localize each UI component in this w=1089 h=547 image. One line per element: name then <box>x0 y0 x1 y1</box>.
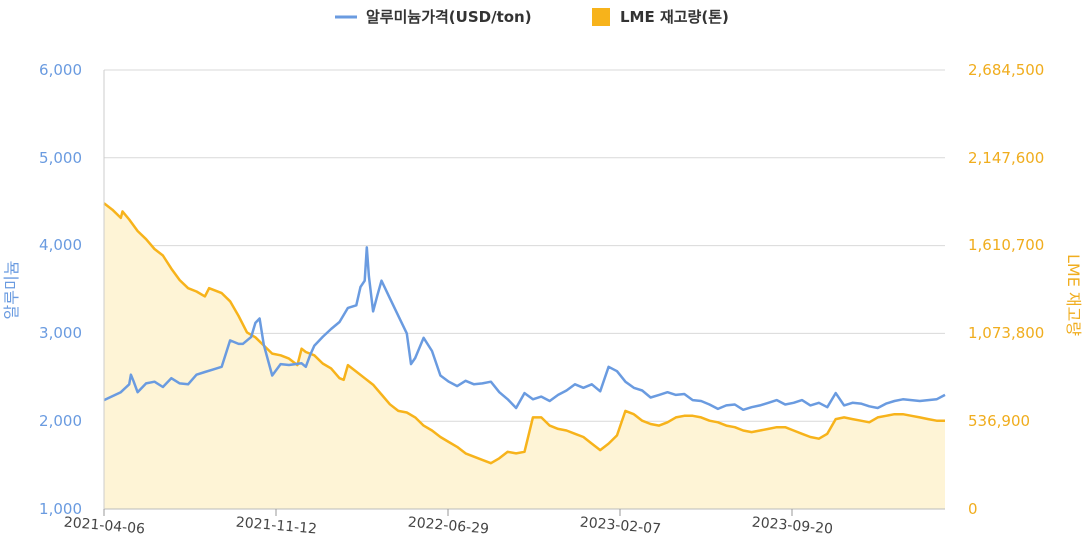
left-tick: 4,000 <box>39 236 82 254</box>
legend-label-price[interactable]: 알루미늄가격(USD/ton) <box>366 8 532 26</box>
right-tick: 2,147,600 <box>968 149 1044 167</box>
left-tick: 2,000 <box>39 412 82 430</box>
right-tick: 1,610,700 <box>968 236 1044 254</box>
x-tick-label: 2021-11-12 <box>235 514 317 537</box>
x-tick-label: 2021-04-06 <box>63 514 146 537</box>
left-axis-ticks: 6,000 5,000 4,000 3,000 2,000 1,000 <box>39 61 82 518</box>
x-tick-label: 2023-09-20 <box>751 514 833 537</box>
legend-square-marker-inventory <box>592 8 610 26</box>
right-axis-title: LME 재고량 <box>1064 254 1083 336</box>
price-line <box>103 246 946 412</box>
x-tick-label: 2022-06-29 <box>407 514 489 537</box>
legend-label-inventory[interactable]: LME 재고량(톤) <box>620 8 729 26</box>
inventory-line <box>103 202 945 465</box>
x-tick-label: 2023-02-07 <box>579 514 661 537</box>
right-tick: 1,073,800 <box>968 324 1044 342</box>
left-tick: 3,000 <box>39 324 82 342</box>
right-axis-ticks: 2,684,500 2,147,600 1,610,700 1,073,800 … <box>968 61 1044 518</box>
right-tick: 0 <box>968 500 978 518</box>
legend: 알루미늄가격(USD/ton) LME 재고량(톤) <box>335 8 729 26</box>
right-tick: 536,900 <box>968 412 1030 430</box>
x-axis-ticks: 2021-04-06 2021-11-12 2022-06-29 2023-02… <box>63 509 834 538</box>
left-tick: 1,000 <box>39 500 82 518</box>
inventory-area <box>104 203 945 509</box>
left-axis-title: 알루미늄 <box>2 261 21 320</box>
left-tick: 5,000 <box>39 149 82 167</box>
right-tick: 2,684,500 <box>968 61 1044 79</box>
left-tick: 6,000 <box>39 61 82 79</box>
